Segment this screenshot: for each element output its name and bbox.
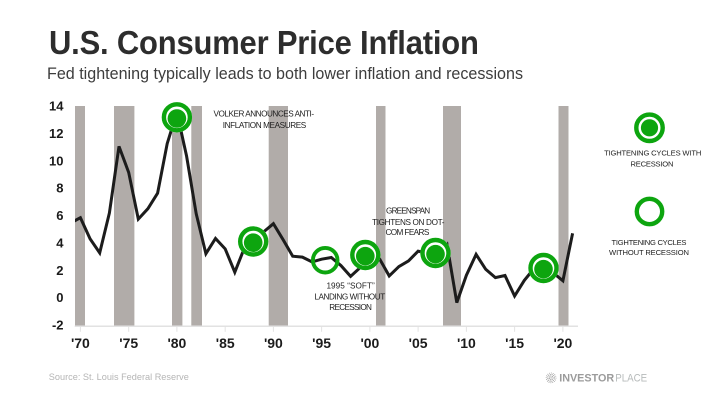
svg-text:'70: '70 <box>71 335 90 351</box>
svg-text:LANDING WITHOUT: LANDING WITHOUT <box>314 292 385 301</box>
svg-text:1995 “SOFT”: 1995 “SOFT” <box>326 282 375 291</box>
svg-text:GREENSPAN: GREENSPAN <box>386 207 430 216</box>
svg-text:'10: '10 <box>457 335 476 351</box>
svg-text:2: 2 <box>56 263 63 278</box>
svg-text:PLACE: PLACE <box>615 373 647 385</box>
svg-text:12: 12 <box>49 126 63 141</box>
svg-text:Source: St. Louis Federal Rese: Source: St. Louis Federal Reserve <box>49 372 189 382</box>
svg-text:WITHOUT RECESSION: WITHOUT RECESSION <box>609 248 689 257</box>
svg-text:'95: '95 <box>312 335 331 351</box>
svg-text:-2: -2 <box>52 318 64 333</box>
svg-text:'15: '15 <box>505 335 524 351</box>
svg-text:VOLKER ANNOUNCES ANTI-: VOLKER ANNOUNCES ANTI- <box>214 110 315 119</box>
svg-text:'75: '75 <box>119 335 138 351</box>
svg-text:'85: '85 <box>216 335 235 351</box>
svg-text:TIGHTENS ON DOT-: TIGHTENS ON DOT- <box>372 218 445 227</box>
svg-text:RECESSION: RECESSION <box>329 303 372 312</box>
svg-text:14: 14 <box>49 99 64 114</box>
svg-text:8: 8 <box>56 181 63 196</box>
svg-text:'05: '05 <box>409 335 428 351</box>
svg-text:INVESTOR: INVESTOR <box>559 373 614 385</box>
svg-text:TIGHTENING CYCLES WITH: TIGHTENING CYCLES WITH <box>604 148 701 157</box>
svg-text:TIGHTENING CYCLES: TIGHTENING CYCLES <box>612 238 687 247</box>
svg-text:INFLATION MEASURES: INFLATION MEASURES <box>223 121 307 130</box>
svg-text:0: 0 <box>56 290 63 305</box>
svg-text:'90: '90 <box>264 335 283 351</box>
svg-text:'00: '00 <box>360 335 379 351</box>
svg-text:10: 10 <box>49 153 63 168</box>
svg-text:RECESSION: RECESSION <box>631 159 674 168</box>
svg-text:'20: '20 <box>553 335 572 351</box>
svg-text:4: 4 <box>56 236 64 251</box>
svg-text:COM FEARS: COM FEARS <box>386 228 430 237</box>
svg-text:'80: '80 <box>167 335 186 351</box>
svg-text:6: 6 <box>56 208 63 223</box>
